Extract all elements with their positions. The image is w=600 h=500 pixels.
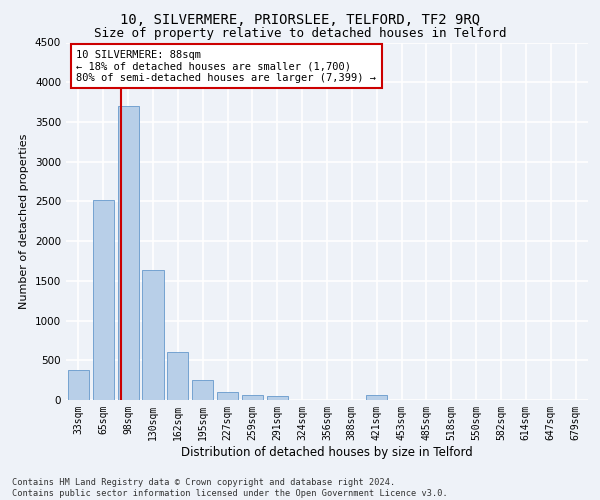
- Bar: [68, 370, 89, 400]
- Bar: [93, 200, 114, 400]
- Bar: [217, 392, 238, 400]
- Text: 10 SILVERMERE: 88sqm
← 18% of detached houses are smaller (1,700)
80% of semi-de: 10 SILVERMERE: 88sqm ← 18% of detached h…: [76, 50, 376, 83]
- Bar: [192, 380, 213, 400]
- Bar: [267, 396, 288, 400]
- Bar: [142, 270, 164, 400]
- Text: Contains HM Land Registry data © Crown copyright and database right 2024.
Contai: Contains HM Land Registry data © Crown c…: [12, 478, 448, 498]
- X-axis label: Distribution of detached houses by size in Telford: Distribution of detached houses by size …: [181, 446, 473, 458]
- Text: 10, SILVERMERE, PRIORSLEE, TELFORD, TF2 9RQ: 10, SILVERMERE, PRIORSLEE, TELFORD, TF2 …: [120, 12, 480, 26]
- Bar: [242, 395, 263, 400]
- Y-axis label: Number of detached properties: Number of detached properties: [19, 134, 29, 309]
- Bar: [167, 352, 188, 400]
- Text: Size of property relative to detached houses in Telford: Size of property relative to detached ho…: [94, 28, 506, 40]
- Bar: [366, 395, 387, 400]
- Bar: [118, 106, 139, 400]
